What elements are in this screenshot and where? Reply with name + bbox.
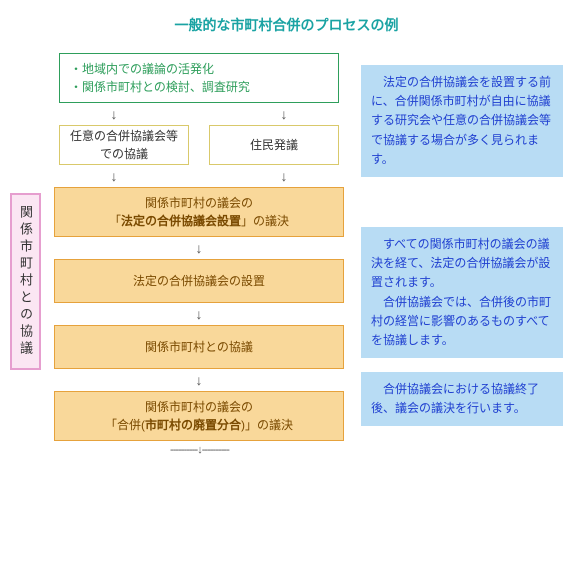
box4-line2: 「合併(市町村の廃置分合)」の議決 [65,416,333,434]
arrow-split-1: ↓ ↓ [59,103,339,125]
arrow-down-icon: ↓ [229,165,339,187]
box1-line1: 関係市町村の議会の [65,194,333,212]
main-row: 関係市町村との協議 ・地域内での議論の活発化 ・関係市町村との検討、調査研究 ↓… [10,53,563,460]
t: 市町村の廃置分合 [145,418,241,432]
wide-box-1: 関係市町村の議会の 「法定の合併協議会設置」の議決 [54,187,344,237]
t: 」の議決 [241,214,289,228]
side-label: 関係市町村との協議 [10,193,41,370]
t: 法定の合併協議会設置 [121,214,241,228]
notes-column: 法定の合併協議会を設置する前に、合併関係市町村が自由に協議する研究会や任意の合併… [361,53,563,426]
wide-box-3: 関係市町村との協議 [54,325,344,369]
t: )」の議決 [241,418,293,432]
arrow-down-icon: ↓ [59,165,169,187]
arrow-down-icon: ↓ [196,237,203,259]
small-box-row: 任意の合併協議会等での協議 住民発議 [59,125,339,165]
box1-line2: 「法定の合併協議会設置」の議決 [65,212,333,230]
right-small-box: 住民発議 [209,125,339,165]
note-2b: 合併協議会では、合併後の市町村の経営に影響のあるものすべてを協議します。 [371,293,553,351]
arrow-down-icon: ↓ [229,103,339,125]
note-3: 合併協議会における協議終了後、議会の議決を行います。 [361,372,563,426]
arrow-down-icon: ↓ [196,303,203,325]
box4-line1: 関係市町村の議会の [65,398,333,416]
top-line1: ・地域内での議論の活発化 [70,60,328,78]
t: 「合併( [105,418,145,432]
top-box: ・地域内での議論の活発化 ・関係市町村との検討、調査研究 [59,53,339,103]
wide-box-4: 関係市町村の議会の 「合併(市町村の廃置分合)」の議決 [54,391,344,441]
t: 「 [109,214,121,228]
note-1: 法定の合併協議会を設置する前に、合併関係市町村が自由に協議する研究会や任意の合併… [361,65,563,177]
flow-column: ・地域内での議論の活発化 ・関係市町村との検討、調査研究 ↓ ↓ 任意の合併協議… [49,53,349,460]
note-2a: すべての関係市町村の議会の議決を経て、法定の合併協議会が設置されます。 [371,235,553,293]
page-title: 一般的な市町村合併のプロセスの例 [10,15,563,35]
wide-box-2: 法定の合併協議会の設置 [54,259,344,303]
arrow-down-icon: ↓ [59,103,169,125]
arrow-down-dashed-icon: - - - - - - - - - - ↓ - - - - - - - - - … [170,441,228,460]
left-small-box: 任意の合併協議会等での協議 [59,125,189,165]
arrow-split-2: ↓ ↓ [59,165,339,187]
arrow-down-icon: ↓ [196,369,203,391]
note-2: すべての関係市町村の議会の議決を経て、法定の合併協議会が設置されます。 合併協議… [361,227,563,358]
top-line2: ・関係市町村との検討、調査研究 [70,78,328,96]
